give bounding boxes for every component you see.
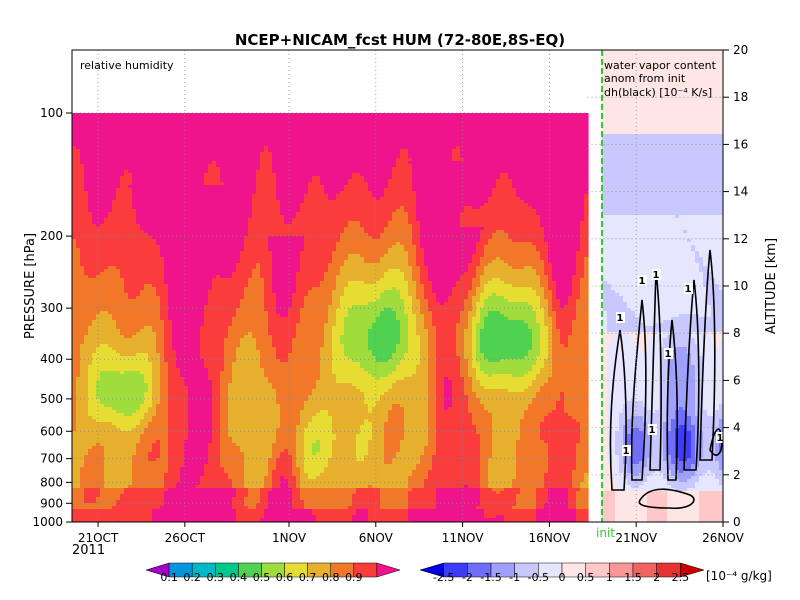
altitude-tick-label: 14 (733, 185, 748, 199)
rh-colorbar-swatch (376, 562, 401, 578)
altitude-tick-label: 18 (733, 90, 748, 104)
y-axis-left-label: PRESSURE [hPa] (23, 233, 38, 339)
contour-label-bg (664, 348, 673, 359)
altitude-tick-label: 12 (733, 232, 748, 246)
rh-colorbar-label: 0.9 (345, 571, 363, 584)
date-tick-label: 21OCT (78, 531, 119, 545)
anomaly-colorbar-label: -2.5 (433, 571, 454, 584)
rh-colorbar-label: 0.3 (207, 571, 225, 584)
date-tick-label: 11NOV (442, 531, 484, 545)
pressure-tick-label: 600 (40, 424, 63, 438)
date-tick-label: 16NOV (529, 531, 571, 545)
contour-label-bg (684, 283, 693, 294)
altitude-tick-label: 10 (733, 279, 748, 293)
altitude-tick-label: 6 (733, 373, 741, 387)
pressure-tick-label: 500 (40, 392, 63, 406)
anomaly-colorbar-label: 0.5 (577, 571, 595, 584)
contour-label: 1 (717, 433, 724, 444)
pressure-tick-label: 900 (40, 496, 63, 510)
pressure-tick-label: 300 (40, 301, 63, 315)
contour-label: 1 (665, 349, 672, 360)
dh-contour-line (683, 279, 700, 471)
anomaly-colorbar-swatch (680, 562, 705, 578)
right-panel-label-1: water vapor content (604, 59, 717, 72)
chart-title: NCEP+NICAM_fcst HUM (72-80E,8S-EQ) (235, 31, 565, 49)
contour-label: 1 (685, 284, 692, 295)
rh-colorbar-label: 0.7 (299, 571, 317, 584)
rh-colorbar-label: 0.1 (160, 571, 178, 584)
date-tick-label: 21NOV (615, 531, 657, 545)
dh-contour-line (666, 319, 678, 481)
altitude-tick-label: 2 (733, 468, 741, 482)
contour-label-bg (616, 312, 625, 323)
date-tick-label: 26NOV (702, 531, 744, 545)
y-axis-right-label: ALTITUDE [km] (764, 238, 779, 334)
pressure-tick-label: 100 (40, 106, 63, 120)
rh-colorbar-label: 0.2 (183, 571, 201, 584)
rh-colorbar-label: 0.6 (276, 571, 294, 584)
rh-colorbar-label: 0.8 (322, 571, 340, 584)
contour-label-bg (716, 432, 723, 443)
anomaly-colorbar-label: 2 (653, 571, 660, 584)
pressure-tick-label: 400 (40, 352, 63, 366)
contour-label-bg (638, 275, 647, 286)
anomaly-colorbar-unit: [10⁻⁴ g/kg] (706, 569, 772, 583)
date-tick-label: 6NOV (359, 531, 394, 545)
anomaly-colorbar-label: -1.5 (480, 571, 501, 584)
anomaly-colorbar-label: 0 (559, 571, 566, 584)
pressure-tick-label: 800 (40, 475, 63, 489)
pressure-tick-label: 1000 (32, 515, 63, 529)
rh-colorbar-label: 0.5 (253, 571, 271, 584)
rh-colorbar-label: 0.4 (230, 571, 248, 584)
anomaly-colorbar-label: 1.5 (624, 571, 642, 584)
dh-contour-line (638, 488, 695, 510)
altitude-tick-label: 20 (733, 43, 748, 57)
date-tick-label: 26OCT (165, 531, 206, 545)
altitude-tick-label: 16 (733, 137, 748, 151)
anomaly-colorbar-label: -0.5 (528, 571, 549, 584)
anomaly-colorbar-label: -2 (462, 571, 473, 584)
contour-label: 1 (653, 270, 660, 281)
dh-contour-line (699, 249, 716, 461)
rh-colorbar: 0.1 0.2 0.3 0.4 0.5 0.6 0.7 0.8 0.9 (145, 562, 401, 584)
anomaly-colorbar-label: -1 (509, 571, 520, 584)
pressure-tick-label: 200 (40, 229, 63, 243)
right-panel-label-2: anom from init (604, 72, 686, 85)
contour-label: 1 (639, 276, 646, 287)
dh-contour-line (630, 299, 647, 481)
anomaly-colorbar-label: 1 (606, 571, 613, 584)
rh-field (72, 113, 589, 522)
altitude-tick-label: 4 (733, 421, 741, 435)
altitude-tick-label: 8 (733, 326, 741, 340)
init-label: init (596, 526, 615, 540)
right-panel-label-3: dh(black) [10⁻⁴ K/s] (604, 86, 712, 99)
year-label: 2011 (72, 543, 105, 558)
pressure-tick-label: 700 (40, 452, 63, 466)
contour-label-bg (622, 445, 631, 456)
left-panel-label: relative humidity (80, 59, 174, 72)
contour-label: 1 (649, 425, 656, 436)
contour-label: 1 (617, 313, 624, 324)
contour-label: 1 (623, 446, 630, 457)
altitude-tick-label: 0 (733, 515, 741, 529)
date-tick-label: 1NOV (272, 531, 307, 545)
contour-label-bg (652, 269, 661, 280)
anomaly-colorbar: -2.5 -2 -1.5 -1 -0.5 0 0.5 1 1.5 2 2.5 (419, 562, 705, 584)
contour-label-bg (648, 424, 657, 435)
anomaly-colorbar-label: 2.5 (672, 571, 690, 584)
